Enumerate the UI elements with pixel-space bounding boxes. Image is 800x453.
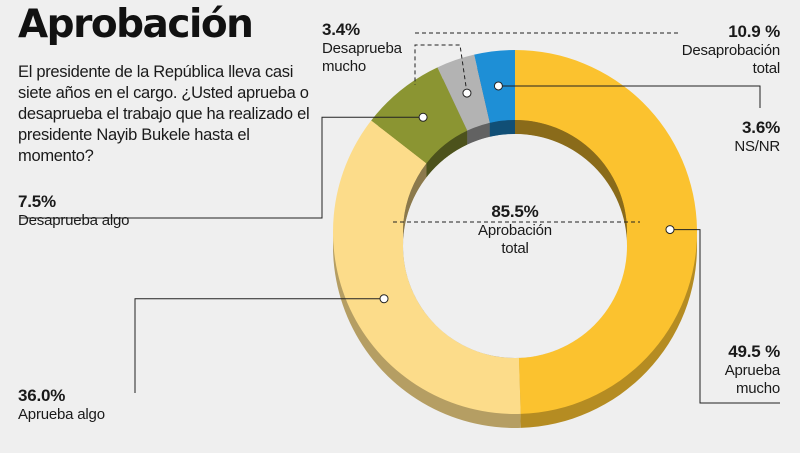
text-aprobacion-total-1: Aprobación [478, 222, 552, 239]
label-ns-nr: 3.6% NS/NR [734, 118, 780, 156]
text-aprueba-algo: Aprueba algo [18, 406, 105, 423]
leader-desaprueba-mucho [414, 44, 468, 94]
text-aprobacion-total-2: total [501, 240, 529, 257]
dot-aprueba-algo [379, 294, 389, 304]
label-desaprueba-mucho: 3.4% Desaprueba mucho [322, 20, 402, 76]
dot-desaprueba-mucho [462, 88, 472, 98]
label-desaprueba-algo: 7.5% Desaprueba algo [18, 192, 129, 230]
leader-desaprueba-algo [20, 116, 424, 219]
label-desaprobacion-total: 10.9 % Desaprobación total [681, 22, 781, 78]
text-desaprueba-mucho-1: Desaprueba [322, 40, 402, 57]
leader-aprueba-mucho [669, 229, 780, 404]
value-aprueba-mucho: 49.5 % [728, 342, 780, 361]
text-desaprueba-mucho-2: mucho [322, 58, 367, 75]
leader-ns-nr [498, 85, 761, 108]
value-desaprueba-algo: 7.5% [18, 192, 56, 211]
text-aprueba-mucho-2: mucho [735, 380, 780, 397]
survey-question: El presidente de la República lleva casi… [18, 63, 310, 165]
text-desaprueba-algo: Desaprueba algo [18, 212, 130, 229]
value-aprobacion-total: 85.5% [491, 202, 539, 221]
slice-inner-wall-ns-nr [489, 120, 515, 137]
page-title: Aprobación [18, 2, 254, 47]
dot-aprueba-mucho [665, 225, 675, 235]
leader-aprueba-algo [134, 298, 385, 393]
value-ns-nr: 3.6% [742, 118, 780, 137]
value-aprueba-algo: 36.0% [18, 386, 66, 405]
slice-inner-wall-desaprueba-algo [426, 130, 468, 178]
label-aprueba-algo: 36.0% Aprueba algo [18, 386, 105, 424]
text-ns-nr: NS/NR [734, 138, 780, 155]
slice-inner-wall-desaprueba-mucho [467, 122, 490, 145]
value-desaprueba-mucho: 3.4% [322, 20, 360, 39]
text-desaprobacion-total-1: Desaprobación [681, 42, 781, 59]
slice-aprueba-mucho [515, 50, 698, 414]
label-aprobacion-total: 85.5% Aprobación total [455, 202, 575, 258]
text-desaprobacion-total-2: total [752, 60, 781, 77]
value-desaprobacion-total: 10.9 % [728, 22, 780, 41]
dot-ns-nr [493, 81, 503, 91]
donut-hole [403, 134, 627, 358]
dot-desaprueba-algo [418, 112, 428, 122]
label-aprueba-mucho: 49.5 % Aprueba mucho [724, 342, 781, 398]
text-aprueba-mucho-1: Aprueba [724, 362, 781, 379]
